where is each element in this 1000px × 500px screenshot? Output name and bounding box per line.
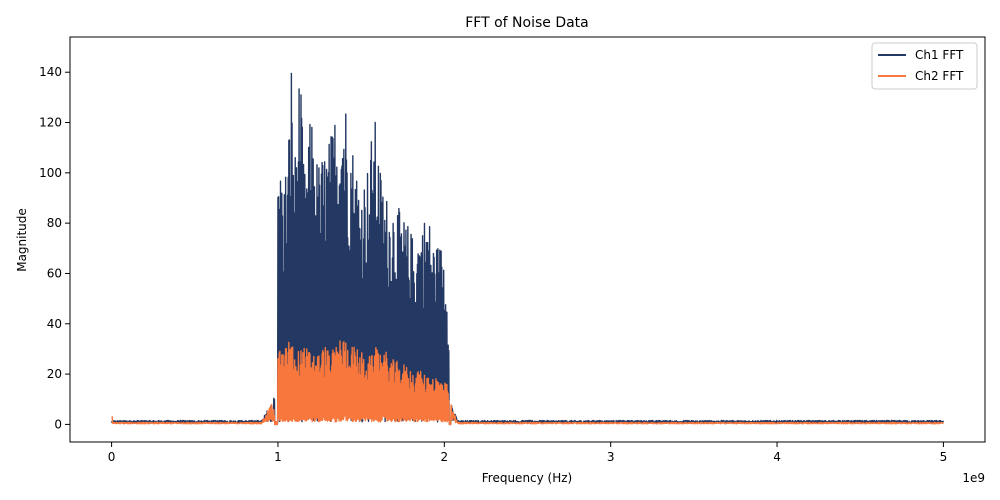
y-tick-label: 20 bbox=[47, 367, 62, 381]
x-tick-label: 5 bbox=[940, 450, 948, 464]
x-tick-label: 4 bbox=[773, 450, 781, 464]
x-axis: 0 1 2 3 4 5 bbox=[108, 442, 947, 464]
plot-frame bbox=[69, 36, 986, 443]
y-tick-label: 80 bbox=[47, 216, 62, 230]
x-tick-label: 0 bbox=[108, 450, 116, 464]
y-axis: 0 20 40 60 80 100 120 140 bbox=[39, 65, 70, 431]
x-axis-label: Frequency (Hz) bbox=[482, 471, 573, 485]
x-offset-label: 1e9 bbox=[962, 471, 985, 485]
chart-title: FFT of Noise Data bbox=[465, 15, 589, 31]
plot-area bbox=[69, 36, 986, 443]
x-tick-label: 3 bbox=[607, 450, 615, 464]
legend: Ch1 FFT Ch2 FFT bbox=[871, 42, 978, 90]
y-tick-label: 120 bbox=[39, 116, 62, 130]
series-line-2 bbox=[111, 340, 944, 426]
legend-label-ch2: Ch2 FFT bbox=[915, 69, 964, 83]
y-tick-label: 40 bbox=[47, 317, 62, 331]
x-tick-label: 2 bbox=[440, 450, 448, 464]
series-line-1 bbox=[110, 72, 945, 426]
y-tick-label: 140 bbox=[39, 65, 62, 79]
y-tick-label: 60 bbox=[47, 266, 62, 280]
y-tick-label: 100 bbox=[39, 166, 62, 180]
y-axis-label: Magnitude bbox=[15, 208, 29, 272]
series-layer bbox=[110, 72, 945, 426]
legend-label-ch1: Ch1 FFT bbox=[915, 48, 964, 62]
x-tick-label: 1 bbox=[274, 450, 282, 464]
y-tick-label: 0 bbox=[54, 417, 62, 431]
